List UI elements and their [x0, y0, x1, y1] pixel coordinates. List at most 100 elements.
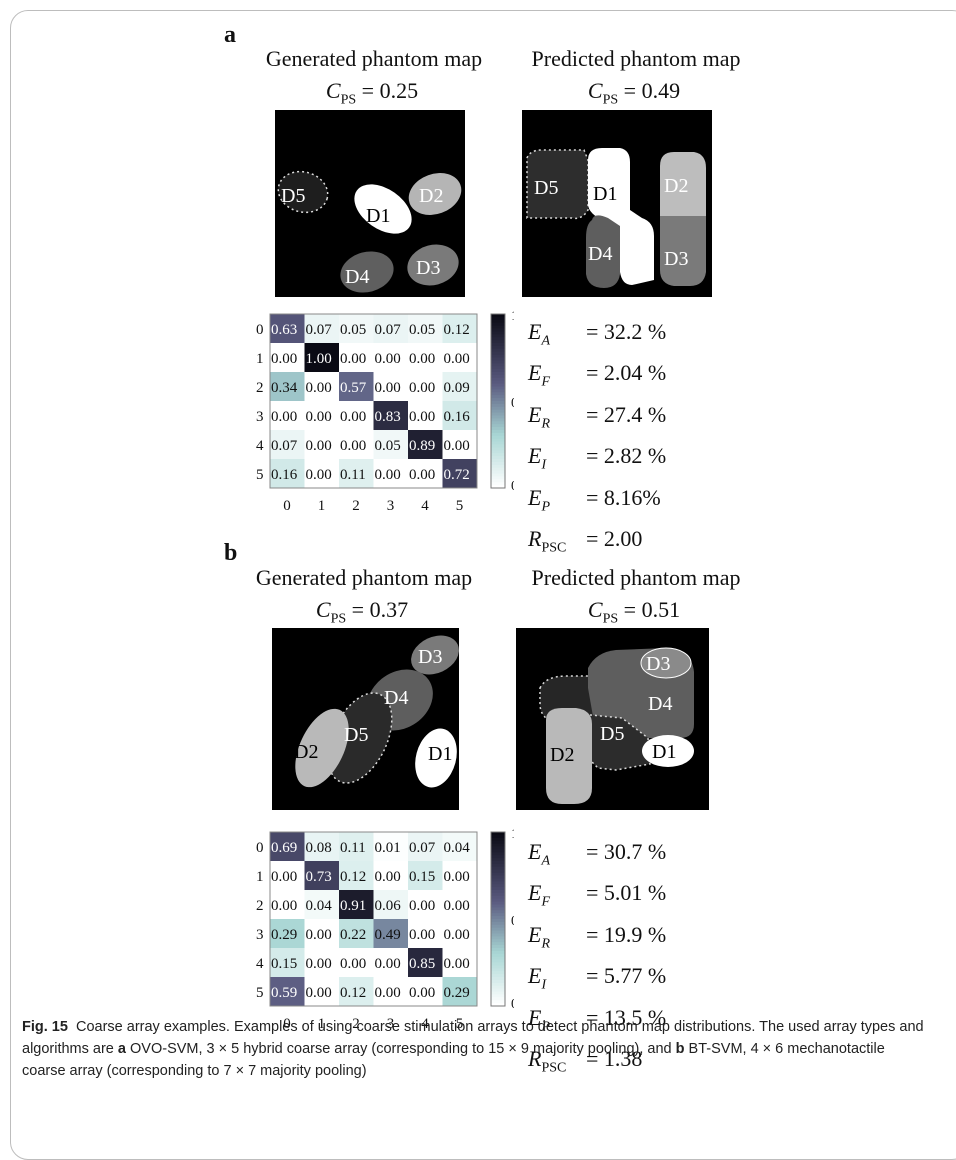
panel-b-cell-0-0 [270, 832, 305, 861]
panel-a-colorbar-segment [491, 412, 505, 417]
panel-b-col-label: 3 [387, 1016, 395, 1032]
panel-b-metric-row: EF = 5.01 % [528, 877, 666, 918]
panel-b-cell-2-3 [373, 890, 408, 919]
panel-a-colorbar-segment [491, 438, 505, 443]
panel-b-cell-3-2 [339, 919, 374, 948]
panel-b-cell-value-4-3: 0.00 [375, 956, 401, 972]
panel-b-colorbar-segment [491, 855, 505, 859]
panel-a-cell-value-1-2: 0.00 [340, 351, 366, 367]
panel-a-col-label: 5 [456, 498, 464, 514]
panel-b-metric-symbol: ER [528, 921, 551, 952]
panel-a-cell-0-5 [442, 314, 477, 343]
panel-a-colorbar-segment [491, 380, 505, 385]
panel-a-colorbar-segment [491, 441, 505, 446]
panel-a-cell-value-3-2: 0.00 [340, 409, 366, 425]
panel-a-cell-value-5-2: 0.11 [340, 467, 366, 483]
panel-a-colorbar-segment [491, 409, 505, 414]
panel-b-cell-1-2 [339, 861, 374, 890]
panel-a-row-label: 5 [256, 467, 264, 483]
panel-a-colorbar-segment [491, 476, 505, 480]
panel-b-cell-value-3-3: 0.49 [375, 927, 401, 943]
panel-a-colorbar-segment [491, 351, 505, 356]
panel-a-cell-value-1-5: 0.00 [444, 351, 470, 367]
panel-b-colorbar-segment [491, 907, 505, 911]
panel-b-colorbar-segment [491, 988, 505, 993]
panel-a-cell-0-0 [270, 314, 305, 343]
panel-b-cell-value-5-3: 0.00 [375, 985, 401, 1001]
label-d1: D1 [428, 743, 452, 765]
panel-a-cell-3-3 [373, 401, 408, 430]
panel-a-colorbar-segment [491, 447, 505, 451]
panel-b-metric-symbol: EP [528, 1004, 551, 1034]
panel-b-cell-3-1 [304, 919, 339, 948]
panel-b-colorbar-segment [491, 936, 505, 940]
panel-b-cell-1-0 [270, 861, 305, 890]
panel-b-metric-value: = 1.38 [586, 1045, 643, 1071]
panel-b-cell-1-1 [304, 861, 339, 890]
panel-b-cell-0-2 [339, 832, 374, 861]
panel-b-cell-0-3 [373, 832, 408, 861]
label-d4: D4 [648, 693, 672, 715]
panel-a-col-label: 4 [421, 498, 429, 514]
label-d3: D3 [418, 646, 442, 668]
panel-b-cell-5-3 [373, 977, 408, 1006]
panel-a-metric-row: RPSC = 2.00 [528, 523, 666, 564]
panel-a-colorbar-segment [491, 328, 505, 332]
panel-b-cell-value-1-0: 0.00 [271, 869, 297, 885]
panel-b-cell-1-3 [373, 861, 408, 890]
panel-a-colorbar-segment [491, 345, 505, 350]
panel-a-colorbar-tick: 0.5 [511, 396, 514, 411]
panel-a-cell-2-5 [442, 372, 477, 401]
panel-a-colorbar-segment [491, 348, 505, 353]
panel-a-predicted-cps: CPS = 0.49 [587, 78, 681, 108]
panel-b-colorbar-segment [491, 950, 505, 955]
label-d5: D5 [281, 185, 305, 207]
panel-a-cell-value-4-1: 0.00 [306, 438, 332, 454]
panel-a-metric-symbol: RPSC [528, 525, 567, 556]
region-d1 [588, 148, 654, 285]
panel-b-cell-4-0 [270, 948, 305, 977]
panel-b-colorbar-segment [491, 968, 505, 972]
panel-a-cell-value-1-3: 0.00 [375, 351, 401, 367]
panel-b-cell-value-1-2: 0.12 [340, 869, 366, 885]
panel-b-cell-value-3-2: 0.22 [340, 927, 366, 943]
panel-b-metric-value: = 30.7 % [586, 839, 667, 864]
panel-b-colorbar-segment [491, 863, 505, 868]
panel-b-cell-value-3-1: 0.00 [306, 927, 332, 943]
panel-a-metric-value: = 32.2 % [586, 319, 667, 344]
panel-a-cell-4-4 [408, 430, 443, 459]
panel-b-row-label: 4 [256, 956, 264, 972]
panel-b-colorbar-segment [491, 878, 505, 882]
panel-b-metric-symbol: EA [528, 839, 551, 869]
panel-a-metric-row: EF = 2.04 % [528, 357, 666, 398]
panel-b-cell-4-4 [408, 948, 443, 977]
caption-a-label: a [117, 1041, 126, 1057]
panel-b-colorbar-segment [491, 991, 505, 995]
panel-b-colorbar-segment [491, 916, 505, 920]
panel-b-metric-value: = 13.5 % [586, 1004, 667, 1030]
panel-a-colorbar-segment [491, 363, 505, 367]
panel-a-colorbar-segment [491, 473, 505, 477]
label-d5: D5 [344, 724, 368, 746]
panel-a-cell-value-2-4: 0.00 [409, 380, 435, 396]
panel-a-row-label: 0 [256, 322, 264, 338]
panel-b-cell-4-5 [442, 948, 477, 977]
panel-b-colorbar-segment [491, 977, 505, 981]
panel-b-colorbar-segment [491, 997, 505, 1001]
panel-a-colorbar-segment [491, 360, 505, 364]
panel-a-cell-value-5-3: 0.00 [375, 467, 401, 483]
panel-b-colorbar-segment [491, 965, 505, 969]
label-d2: D2 [419, 185, 443, 207]
panel-a-cell-1-1 [304, 343, 339, 372]
panel-b-colorbar-tick: 0.5 [511, 914, 514, 929]
panel-b-cell-value-1-5: 0.00 [444, 869, 470, 885]
panel-b-row-label: 3 [256, 927, 264, 943]
panel-a-colorbar-segment [491, 430, 505, 434]
panel-a-metric-symbol: EI [528, 443, 547, 473]
panel-a-colorbar-segment [491, 337, 505, 341]
region-d1 [354, 184, 412, 234]
panel-a-cell-value-3-4: 0.00 [409, 409, 435, 425]
panel-b-colorbar-segment [491, 994, 505, 998]
panel-b-metric-symbol: EF [528, 880, 551, 910]
panel-b-colorbar-segment [491, 901, 505, 906]
